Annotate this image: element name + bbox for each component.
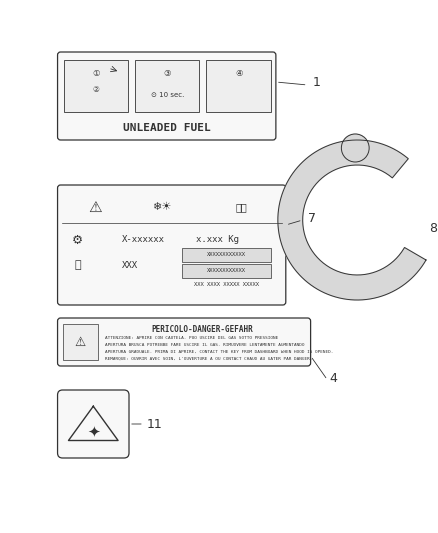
Text: ⚙: ⚙ bbox=[72, 233, 83, 246]
Text: XXXXXXXXXXXX: XXXXXXXXXXXX bbox=[207, 269, 246, 273]
Text: X-xxxxxx: X-xxxxxx bbox=[122, 236, 165, 245]
Bar bbox=[182, 264, 271, 278]
Text: PERICOLO-DANGER-GEFAHR: PERICOLO-DANGER-GEFAHR bbox=[151, 325, 253, 334]
Text: REMARQUE: OUVRIR AVEC SOIN, L'OUVERTURE A OU CONTACT CHAUD AU GATER PAR DANGER.: REMARQUE: OUVRIR AVEC SOIN, L'OUVERTURE … bbox=[105, 357, 313, 361]
Text: ④: ④ bbox=[235, 69, 242, 78]
Text: x.xxx Kg: x.xxx Kg bbox=[197, 236, 240, 245]
Text: XXX: XXX bbox=[122, 261, 138, 270]
FancyBboxPatch shape bbox=[57, 318, 311, 366]
Text: ⚠: ⚠ bbox=[88, 199, 102, 214]
Text: ③: ③ bbox=[163, 69, 171, 78]
Bar bbox=[206, 60, 271, 112]
Polygon shape bbox=[278, 140, 426, 300]
Text: ATTENZIONE: APRIRE CON CAUTELA. PUO USCIRE DEL GAS SOTTO PRESSIONE: ATTENZIONE: APRIRE CON CAUTELA. PUO USCI… bbox=[105, 336, 279, 340]
Bar bbox=[135, 60, 199, 112]
Text: 👤📦: 👤📦 bbox=[235, 202, 247, 212]
Text: ❄☀: ❄☀ bbox=[152, 202, 171, 212]
Text: XXXXXXXXXXXX: XXXXXXXXXXXX bbox=[207, 253, 246, 257]
Text: APERTURA BRUSCA POTREBBE FARE USCIRE IL GAS. RIMUOVERE LENTAMENTE AUMENTANDO: APERTURA BRUSCA POTREBBE FARE USCIRE IL … bbox=[105, 343, 305, 347]
Text: APERTURA GRADUALE. PRIMA DI APRIRE, CONTACT THE KEY FROM DASHBOARD WHEN HOOD IS : APERTURA GRADUALE. PRIMA DI APRIRE, CONT… bbox=[105, 350, 334, 354]
Text: 11: 11 bbox=[147, 417, 162, 431]
Text: 1: 1 bbox=[313, 76, 321, 88]
Text: UNLEADED FUEL: UNLEADED FUEL bbox=[123, 123, 211, 133]
Bar bbox=[182, 248, 271, 262]
Text: ✦: ✦ bbox=[87, 424, 100, 440]
Bar bbox=[63, 324, 98, 360]
Text: 7: 7 bbox=[307, 212, 316, 224]
Text: ⊙ 10 sec.: ⊙ 10 sec. bbox=[151, 92, 184, 98]
Text: ②: ② bbox=[92, 85, 99, 94]
FancyBboxPatch shape bbox=[57, 52, 276, 140]
Bar bbox=[64, 60, 128, 112]
Text: 8: 8 bbox=[429, 222, 437, 235]
Text: XXX XXXX XXXXX XXXXX: XXX XXXX XXXXX XXXXX bbox=[194, 282, 259, 287]
Text: ①: ① bbox=[92, 69, 99, 78]
Text: 🚗: 🚗 bbox=[74, 260, 81, 270]
FancyBboxPatch shape bbox=[57, 390, 129, 458]
Circle shape bbox=[341, 134, 369, 162]
Text: ⚠: ⚠ bbox=[75, 335, 86, 349]
FancyBboxPatch shape bbox=[57, 185, 286, 305]
Text: 4: 4 bbox=[329, 372, 337, 384]
